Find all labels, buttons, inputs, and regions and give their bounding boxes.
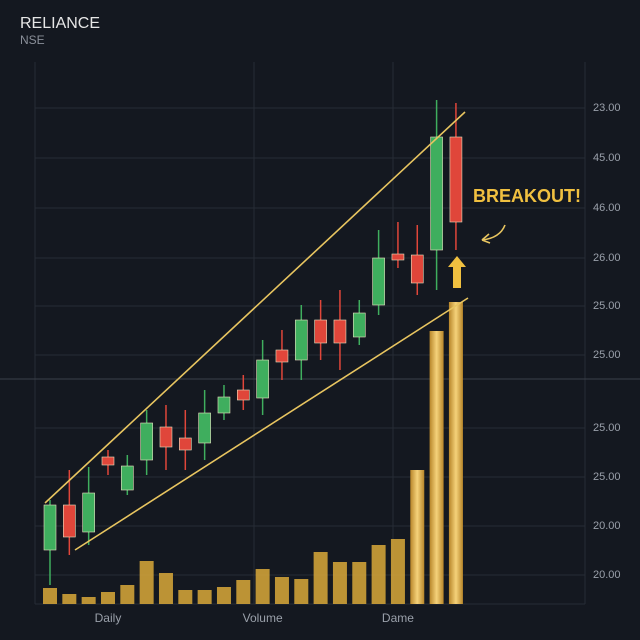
x-tick-label: Volume xyxy=(243,611,283,625)
y-tick-label: 25.00 xyxy=(593,471,621,483)
x-tick-label: Dame xyxy=(382,611,414,625)
volume-bar xyxy=(390,539,405,604)
volume-bar xyxy=(255,569,270,604)
frame xyxy=(0,62,640,605)
volume-bar xyxy=(410,470,425,604)
candle-body xyxy=(410,254,424,284)
y-tick-label: 25.00 xyxy=(593,422,621,434)
volume-bar xyxy=(274,577,289,604)
candle-body xyxy=(179,437,192,451)
y-tick-label: 20.00 xyxy=(593,569,621,581)
candle-body xyxy=(63,504,76,538)
volume-bar xyxy=(371,545,386,604)
chart-title: RELIANCE xyxy=(20,15,100,32)
volume-bar xyxy=(139,561,154,604)
chart-subtitle: NSE xyxy=(20,33,45,47)
volume-bar xyxy=(178,590,193,604)
candle-body xyxy=(275,349,289,363)
candle-body xyxy=(372,257,385,306)
volume-bar xyxy=(62,594,77,604)
candle-body xyxy=(140,422,153,461)
volume-bar xyxy=(332,562,347,604)
candle-body xyxy=(82,492,95,533)
volume-bar xyxy=(216,587,231,604)
candle-body xyxy=(391,253,405,261)
volume-bar xyxy=(81,597,96,604)
y-tick-label: 45.00 xyxy=(593,152,621,164)
candle-body xyxy=(237,389,250,401)
volume-bar xyxy=(120,585,135,604)
candle-body xyxy=(198,412,211,444)
candle-body xyxy=(159,426,173,448)
candle-body xyxy=(101,456,115,466)
breakout-arrow xyxy=(448,256,466,288)
y-tick-label: 20.00 xyxy=(593,520,621,532)
volume-bar xyxy=(158,573,173,604)
y-tick-label: 25.00 xyxy=(593,300,621,312)
volume-bar xyxy=(429,331,444,604)
candle-body xyxy=(121,465,134,491)
x-tick-label: Daily xyxy=(95,611,122,625)
volume-bar xyxy=(352,562,367,604)
candle-body xyxy=(256,359,269,399)
y-tick-label: 23.00 xyxy=(593,102,621,114)
volume-bar xyxy=(43,588,57,604)
y-tick-label: 25.00 xyxy=(593,349,621,361)
candle-body xyxy=(217,396,231,414)
candle-body xyxy=(314,319,327,344)
candle-body xyxy=(449,136,463,223)
annotation: BREAKOUT! xyxy=(473,186,581,206)
candle-body xyxy=(352,312,366,338)
candle-body xyxy=(430,136,443,251)
volume-bar xyxy=(197,590,212,604)
candle-body xyxy=(294,319,308,361)
y-tick-label: 46.00 xyxy=(593,202,621,214)
y-tick-label: 26.00 xyxy=(593,252,621,264)
volume-bar xyxy=(236,580,251,604)
trend-lines xyxy=(44,111,506,551)
candle-body xyxy=(43,504,57,551)
volume-bar xyxy=(294,579,309,604)
volume-bar xyxy=(448,302,463,604)
volume-bar xyxy=(313,552,328,604)
candle-body xyxy=(333,319,347,344)
volume-bar xyxy=(100,592,115,604)
